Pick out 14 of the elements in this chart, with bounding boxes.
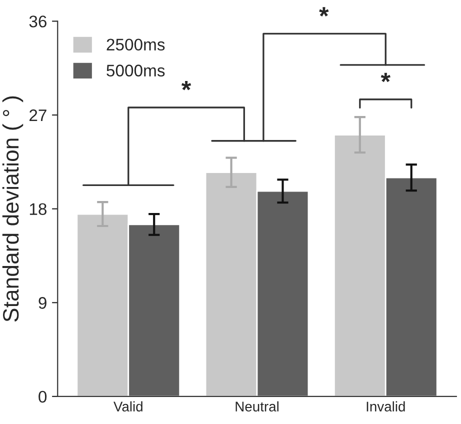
legend-label: 2500ms: [106, 38, 165, 51]
annotation: *: [380, 72, 390, 82]
y-tick-label: 0: [38, 390, 47, 403]
y-tick-label: 36: [29, 16, 46, 28]
y-axis-title: Standard deviation ( ° ): [2, 96, 24, 322]
x-tick-label: Invalid: [366, 401, 405, 412]
x-tick-label: Valid: [114, 401, 142, 412]
y-tick-label: 18: [30, 203, 46, 216]
text: *: [319, 7, 329, 16]
annotation: *: [181, 80, 192, 90]
x-tick-label: Neutral: [236, 401, 278, 412]
legend-label: 5000ms: [106, 64, 165, 76]
y-tick-label: 9: [38, 297, 46, 309]
y-tick-label: 27: [30, 109, 46, 122]
